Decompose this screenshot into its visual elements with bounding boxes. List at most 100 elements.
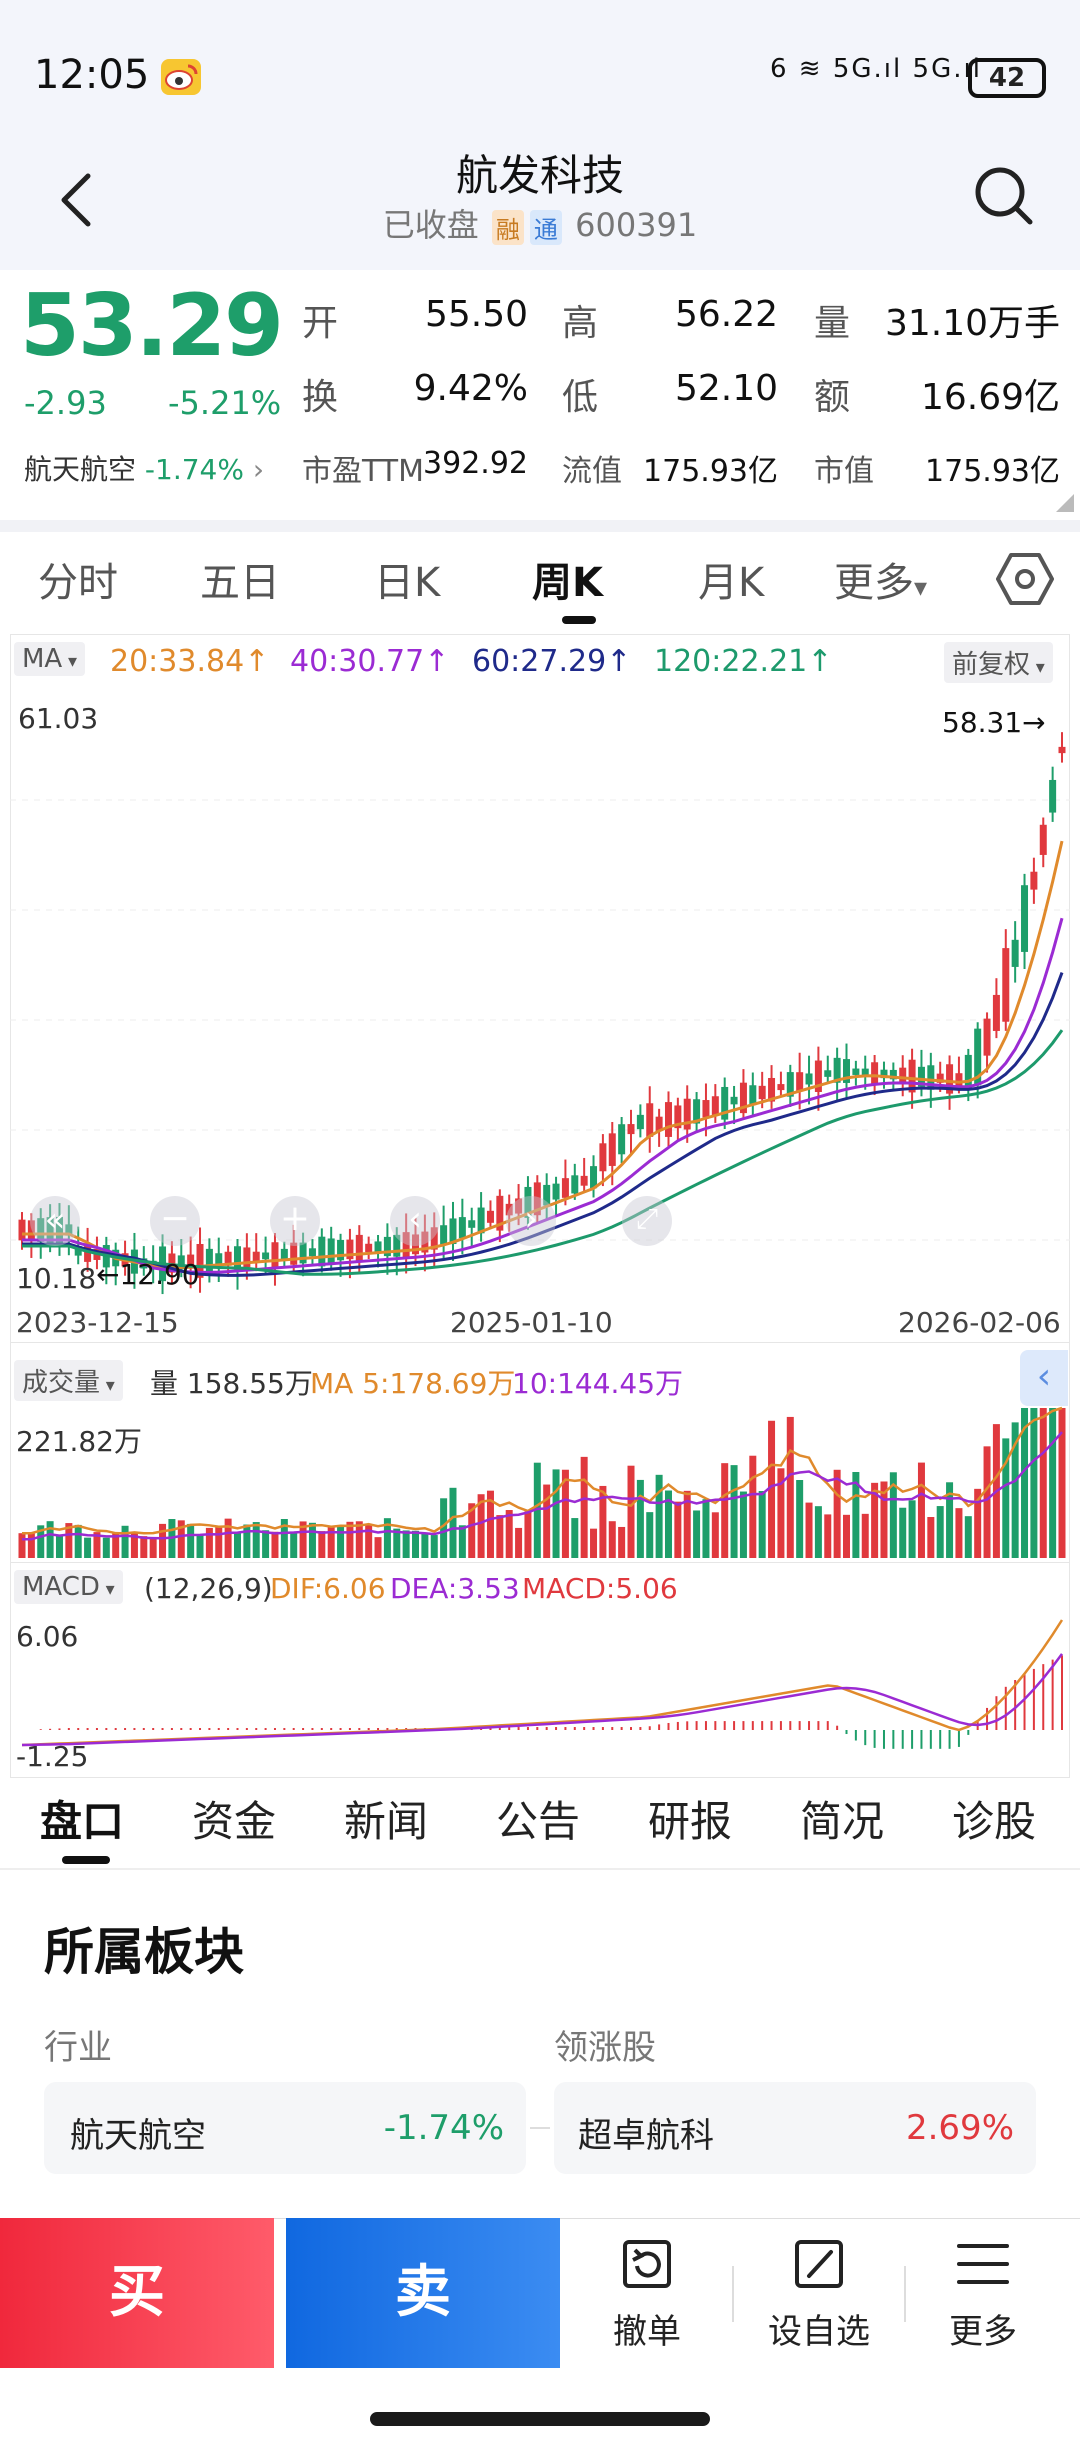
tab-minute[interactable]: 分时 (38, 560, 118, 606)
candle-body (814, 1060, 822, 1092)
stock-subtitle: 已收盘 融通 600391 (0, 200, 1080, 246)
divider (0, 1868, 1080, 1870)
sector-pct: -1.74% (144, 453, 244, 486)
candle-body (1021, 885, 1029, 952)
kline-ma-lines (22, 840, 1064, 1277)
caret-down-icon: ▾ (62, 651, 77, 672)
collapse-panel-icon[interactable]: ‹ (1020, 1350, 1068, 1406)
volume-bar (74, 1524, 82, 1558)
tab-diagnosis[interactable]: 诊股 (952, 1797, 1037, 1846)
candle-body (243, 1247, 251, 1268)
volume-bar (468, 1503, 476, 1558)
tab-week-k[interactable]: 周K (532, 560, 603, 606)
zoom-out-icon[interactable]: − (150, 1196, 200, 1246)
candle-body (55, 1216, 63, 1244)
tab-five-day[interactable]: 五日 (200, 560, 280, 606)
candle-body (908, 1059, 916, 1093)
volume-bar (187, 1523, 195, 1558)
candle-body (693, 1099, 701, 1124)
volume-selector[interactable]: 成交量 ▾ (14, 1360, 123, 1401)
y-min-label: 10.18 (16, 1262, 97, 1295)
volume-bar (1030, 1408, 1038, 1558)
section-tabs (0, 1778, 1080, 1868)
volume-bar (346, 1521, 354, 1558)
candle-body (524, 1186, 532, 1218)
candle-body (1002, 948, 1010, 1022)
tab-underline (62, 1856, 110, 1864)
candle-body (590, 1166, 598, 1189)
expand-corner-icon[interactable] (1056, 494, 1074, 512)
industry-name: 航天航空 (70, 2116, 206, 2156)
caret-down-icon: ▾ (1030, 657, 1045, 678)
candle-body (1011, 939, 1019, 967)
leader-card[interactable] (554, 2082, 1036, 2174)
date-mid-label: 2025-01-10 (450, 1306, 613, 1339)
fullscreen-icon[interactable]: ⤢ (622, 1196, 672, 1246)
leader-pct: 2.69% (905, 2108, 1014, 2148)
candle-body (383, 1236, 391, 1257)
candle-body (1039, 824, 1047, 855)
candle-body (927, 1065, 935, 1090)
volume-bar (440, 1498, 448, 1558)
candle-body (262, 1252, 270, 1260)
ma-selector[interactable]: MA ▾ (14, 642, 85, 676)
tab-day-k[interactable]: 日K (374, 560, 441, 606)
tab-research[interactable]: 研报 (648, 1797, 733, 1846)
candle-body (505, 1203, 513, 1216)
amount-label: 额 (814, 377, 851, 418)
tab-more[interactable]: 更多▾ (834, 550, 927, 608)
volume-chart (18, 1406, 1066, 1558)
chevron-right-icon: › (252, 453, 265, 486)
home-indicator (370, 2412, 710, 2426)
battery-icon: 42 (968, 58, 1046, 98)
rewind-icon[interactable]: « (30, 1196, 80, 1246)
volume-bar (290, 1531, 298, 1558)
tab-market-depth[interactable]: 盘口 (40, 1797, 125, 1846)
macd-dea: DEA:3.53 (390, 1572, 520, 1605)
mcap-label: 市值 (814, 454, 874, 489)
industry-label: 行业 (44, 2028, 112, 2068)
adjust-selector-label: 前复权 (952, 650, 1031, 680)
low-value: 52.10 (674, 368, 778, 409)
tab-announcements[interactable]: 公告 (496, 1797, 581, 1846)
volume-bar (552, 1469, 560, 1558)
candle-body (1058, 746, 1066, 754)
header (0, 140, 1080, 270)
tab-news[interactable]: 新闻 (344, 1797, 429, 1846)
macd-selector[interactable]: MACD ▾ (14, 1570, 123, 1604)
settings-hexagon-icon[interactable] (996, 552, 1054, 606)
scroll-left-icon[interactable]: ‹ (390, 1196, 440, 1246)
market-status: 已收盘 (382, 206, 479, 244)
candle-body (899, 1067, 907, 1084)
search-icon[interactable] (970, 162, 1036, 228)
candle-body (833, 1057, 841, 1083)
candle-body (1030, 871, 1038, 890)
macd-max-label: 6.06 (16, 1620, 79, 1653)
buy-button[interactable]: 买 (0, 2218, 274, 2368)
sector-link[interactable]: 航天航空 -1.74% › (24, 448, 264, 488)
industry-card[interactable] (44, 2082, 526, 2174)
candle-body (861, 1068, 869, 1077)
cancel-order-button[interactable]: 撤单 (572, 2236, 722, 2353)
adjust-selector[interactable]: 前复权 ▾ (944, 642, 1053, 683)
volume-bar (233, 1533, 241, 1558)
candle-body (37, 1218, 45, 1242)
zoom-in-icon[interactable]: + (270, 1196, 320, 1246)
y-max-label: 61.03 (18, 702, 99, 735)
tab-month-k[interactable]: 月K (698, 560, 765, 606)
more-button[interactable]: 更多 (908, 2236, 1058, 2353)
volume-bar (496, 1515, 504, 1558)
add-watchlist-button[interactable]: 设自选 (744, 2236, 894, 2353)
volume-bar (308, 1522, 316, 1558)
candle-body (205, 1248, 213, 1272)
back-icon[interactable] (56, 170, 96, 230)
scroll-right-icon[interactable]: › (506, 1196, 556, 1246)
sell-button[interactable]: 卖 (286, 2218, 560, 2368)
divider (904, 2266, 906, 2322)
tab-profile[interactable]: 简况 (800, 1797, 885, 1846)
volume-bar (917, 1462, 925, 1558)
candle-body (374, 1241, 382, 1254)
tab-capital[interactable]: 资金 (192, 1797, 277, 1846)
volume-bar (693, 1510, 701, 1558)
macd-chart (21, 1619, 1064, 1749)
